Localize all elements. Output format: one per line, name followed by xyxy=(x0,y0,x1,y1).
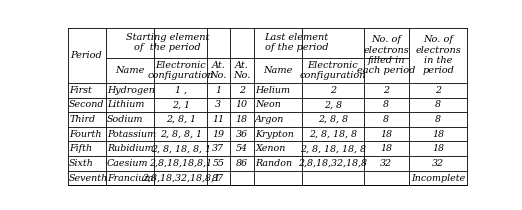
Text: 2: 2 xyxy=(383,86,389,95)
Text: 2, 8, 18, 8, 1: 2, 8, 18, 8, 1 xyxy=(151,144,211,153)
Text: 19: 19 xyxy=(212,130,224,139)
Text: Hydrogen: Hydrogen xyxy=(107,86,155,95)
Text: At.
No.: At. No. xyxy=(210,60,227,80)
Text: Sixth: Sixth xyxy=(69,159,94,168)
Text: 11: 11 xyxy=(212,115,224,124)
Text: 8: 8 xyxy=(383,115,389,124)
Text: 36: 36 xyxy=(235,130,247,139)
Text: Electronic
configuration: Electronic configuration xyxy=(148,60,214,80)
Text: 18: 18 xyxy=(380,144,392,153)
Text: 8: 8 xyxy=(383,100,389,109)
Text: 2, 8: 2, 8 xyxy=(324,100,341,109)
Text: 2: 2 xyxy=(435,86,441,95)
Text: Sodium: Sodium xyxy=(107,115,144,124)
Text: 2, 8, 1: 2, 8, 1 xyxy=(165,115,196,124)
Text: Starting element
of  the period: Starting element of the period xyxy=(126,33,209,52)
Text: 2: 2 xyxy=(239,86,245,95)
Text: Fourth: Fourth xyxy=(69,130,102,139)
Text: 86: 86 xyxy=(235,159,247,168)
Text: Potassium: Potassium xyxy=(107,130,156,139)
Text: Lithium: Lithium xyxy=(107,100,145,109)
Text: 55: 55 xyxy=(212,159,224,168)
Text: 1: 1 xyxy=(215,86,221,95)
Text: Fifth: Fifth xyxy=(69,144,92,153)
Text: Argon: Argon xyxy=(255,115,284,124)
Text: 2, 1: 2, 1 xyxy=(172,100,189,109)
Text: No. of
electrons
filled in
each period: No. of electrons filled in each period xyxy=(357,35,416,75)
Text: 18: 18 xyxy=(235,115,247,124)
Text: Period: Period xyxy=(70,51,102,60)
Text: Caesium: Caesium xyxy=(107,159,149,168)
Text: 8: 8 xyxy=(435,115,441,124)
Text: 2: 2 xyxy=(329,86,336,95)
Text: Third: Third xyxy=(69,115,95,124)
Text: 2,8,18,32,18,8,1: 2,8,18,32,18,8,1 xyxy=(142,173,220,182)
Text: 3: 3 xyxy=(215,100,221,109)
Text: 8: 8 xyxy=(435,100,441,109)
Text: Krypton: Krypton xyxy=(255,130,294,139)
Text: Francium: Francium xyxy=(107,173,153,182)
Text: No. of
electrons
in the
period: No. of electrons in the period xyxy=(415,35,461,75)
Text: Neon: Neon xyxy=(255,100,281,109)
Text: 18: 18 xyxy=(432,144,444,153)
Text: Name: Name xyxy=(263,66,292,75)
Text: 87: 87 xyxy=(212,173,224,182)
Text: Last element
of the period: Last element of the period xyxy=(265,33,329,52)
Text: Seventh: Seventh xyxy=(69,173,109,182)
Text: Electronic
configuration: Electronic configuration xyxy=(300,60,366,80)
Text: At.
No.: At. No. xyxy=(233,60,250,80)
Text: 2,8,18,32,18,8: 2,8,18,32,18,8 xyxy=(298,159,367,168)
Text: Rubidium: Rubidium xyxy=(107,144,153,153)
Text: 2, 8, 8: 2, 8, 8 xyxy=(317,115,348,124)
Text: 10: 10 xyxy=(235,100,247,109)
Text: Xenon: Xenon xyxy=(255,144,286,153)
Text: 18: 18 xyxy=(380,130,392,139)
Text: First: First xyxy=(69,86,92,95)
Text: 32: 32 xyxy=(380,159,392,168)
Text: 32: 32 xyxy=(432,159,444,168)
Text: Helium: Helium xyxy=(255,86,290,95)
Text: Second: Second xyxy=(69,100,104,109)
Text: 18: 18 xyxy=(432,130,444,139)
Text: Randon: Randon xyxy=(255,159,292,168)
Text: Name: Name xyxy=(115,66,145,75)
Text: 37: 37 xyxy=(212,144,224,153)
Text: 2, 8, 8, 1: 2, 8, 8, 1 xyxy=(160,130,201,139)
Text: 54: 54 xyxy=(235,144,247,153)
Text: 2, 8, 18, 8: 2, 8, 18, 8 xyxy=(309,130,357,139)
Text: 2, 8, 18, 18, 8: 2, 8, 18, 18, 8 xyxy=(300,144,365,153)
Text: 2,8,18,18,8,1: 2,8,18,18,8,1 xyxy=(149,159,212,168)
Text: Incomplete: Incomplete xyxy=(411,173,465,182)
Text: 1 ,: 1 , xyxy=(175,86,187,95)
